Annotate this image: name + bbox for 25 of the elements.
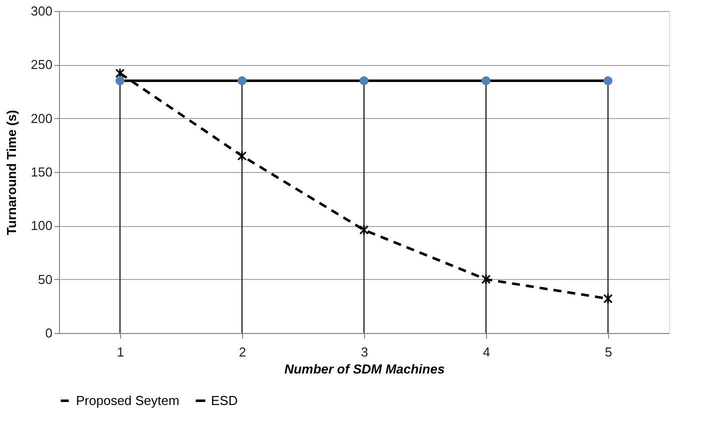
y-tick-label: 250 (30, 57, 52, 72)
x-tick-label: 5 (604, 344, 612, 360)
point (482, 76, 490, 86)
point (360, 76, 368, 86)
y-tick-label: 50 (38, 272, 52, 287)
y-tick-label: 200 (30, 110, 52, 126)
point (604, 76, 612, 86)
x-tick-label: 4 (482, 344, 490, 360)
point (238, 76, 246, 86)
point (481, 274, 491, 285)
legend-label: Proposed Seytem (76, 392, 180, 408)
y-tick-label: 0 (45, 326, 52, 340)
point (603, 293, 613, 304)
point (237, 150, 247, 162)
legend-label: ESD (211, 392, 238, 408)
x-tick-label: 3 (360, 344, 368, 360)
x-axis-title: Number of SDM Machines (284, 362, 445, 376)
y-axis-title: Turnaround Time (s) (4, 110, 19, 236)
point (116, 76, 124, 86)
point (359, 224, 369, 236)
x-tick-label: 1 (116, 344, 124, 360)
y-tick-label: 300 (30, 4, 52, 18)
y-tick-label: 100 (30, 218, 52, 234)
x-tick-label: 2 (238, 344, 246, 360)
y-tick-label: 150 (30, 164, 52, 180)
